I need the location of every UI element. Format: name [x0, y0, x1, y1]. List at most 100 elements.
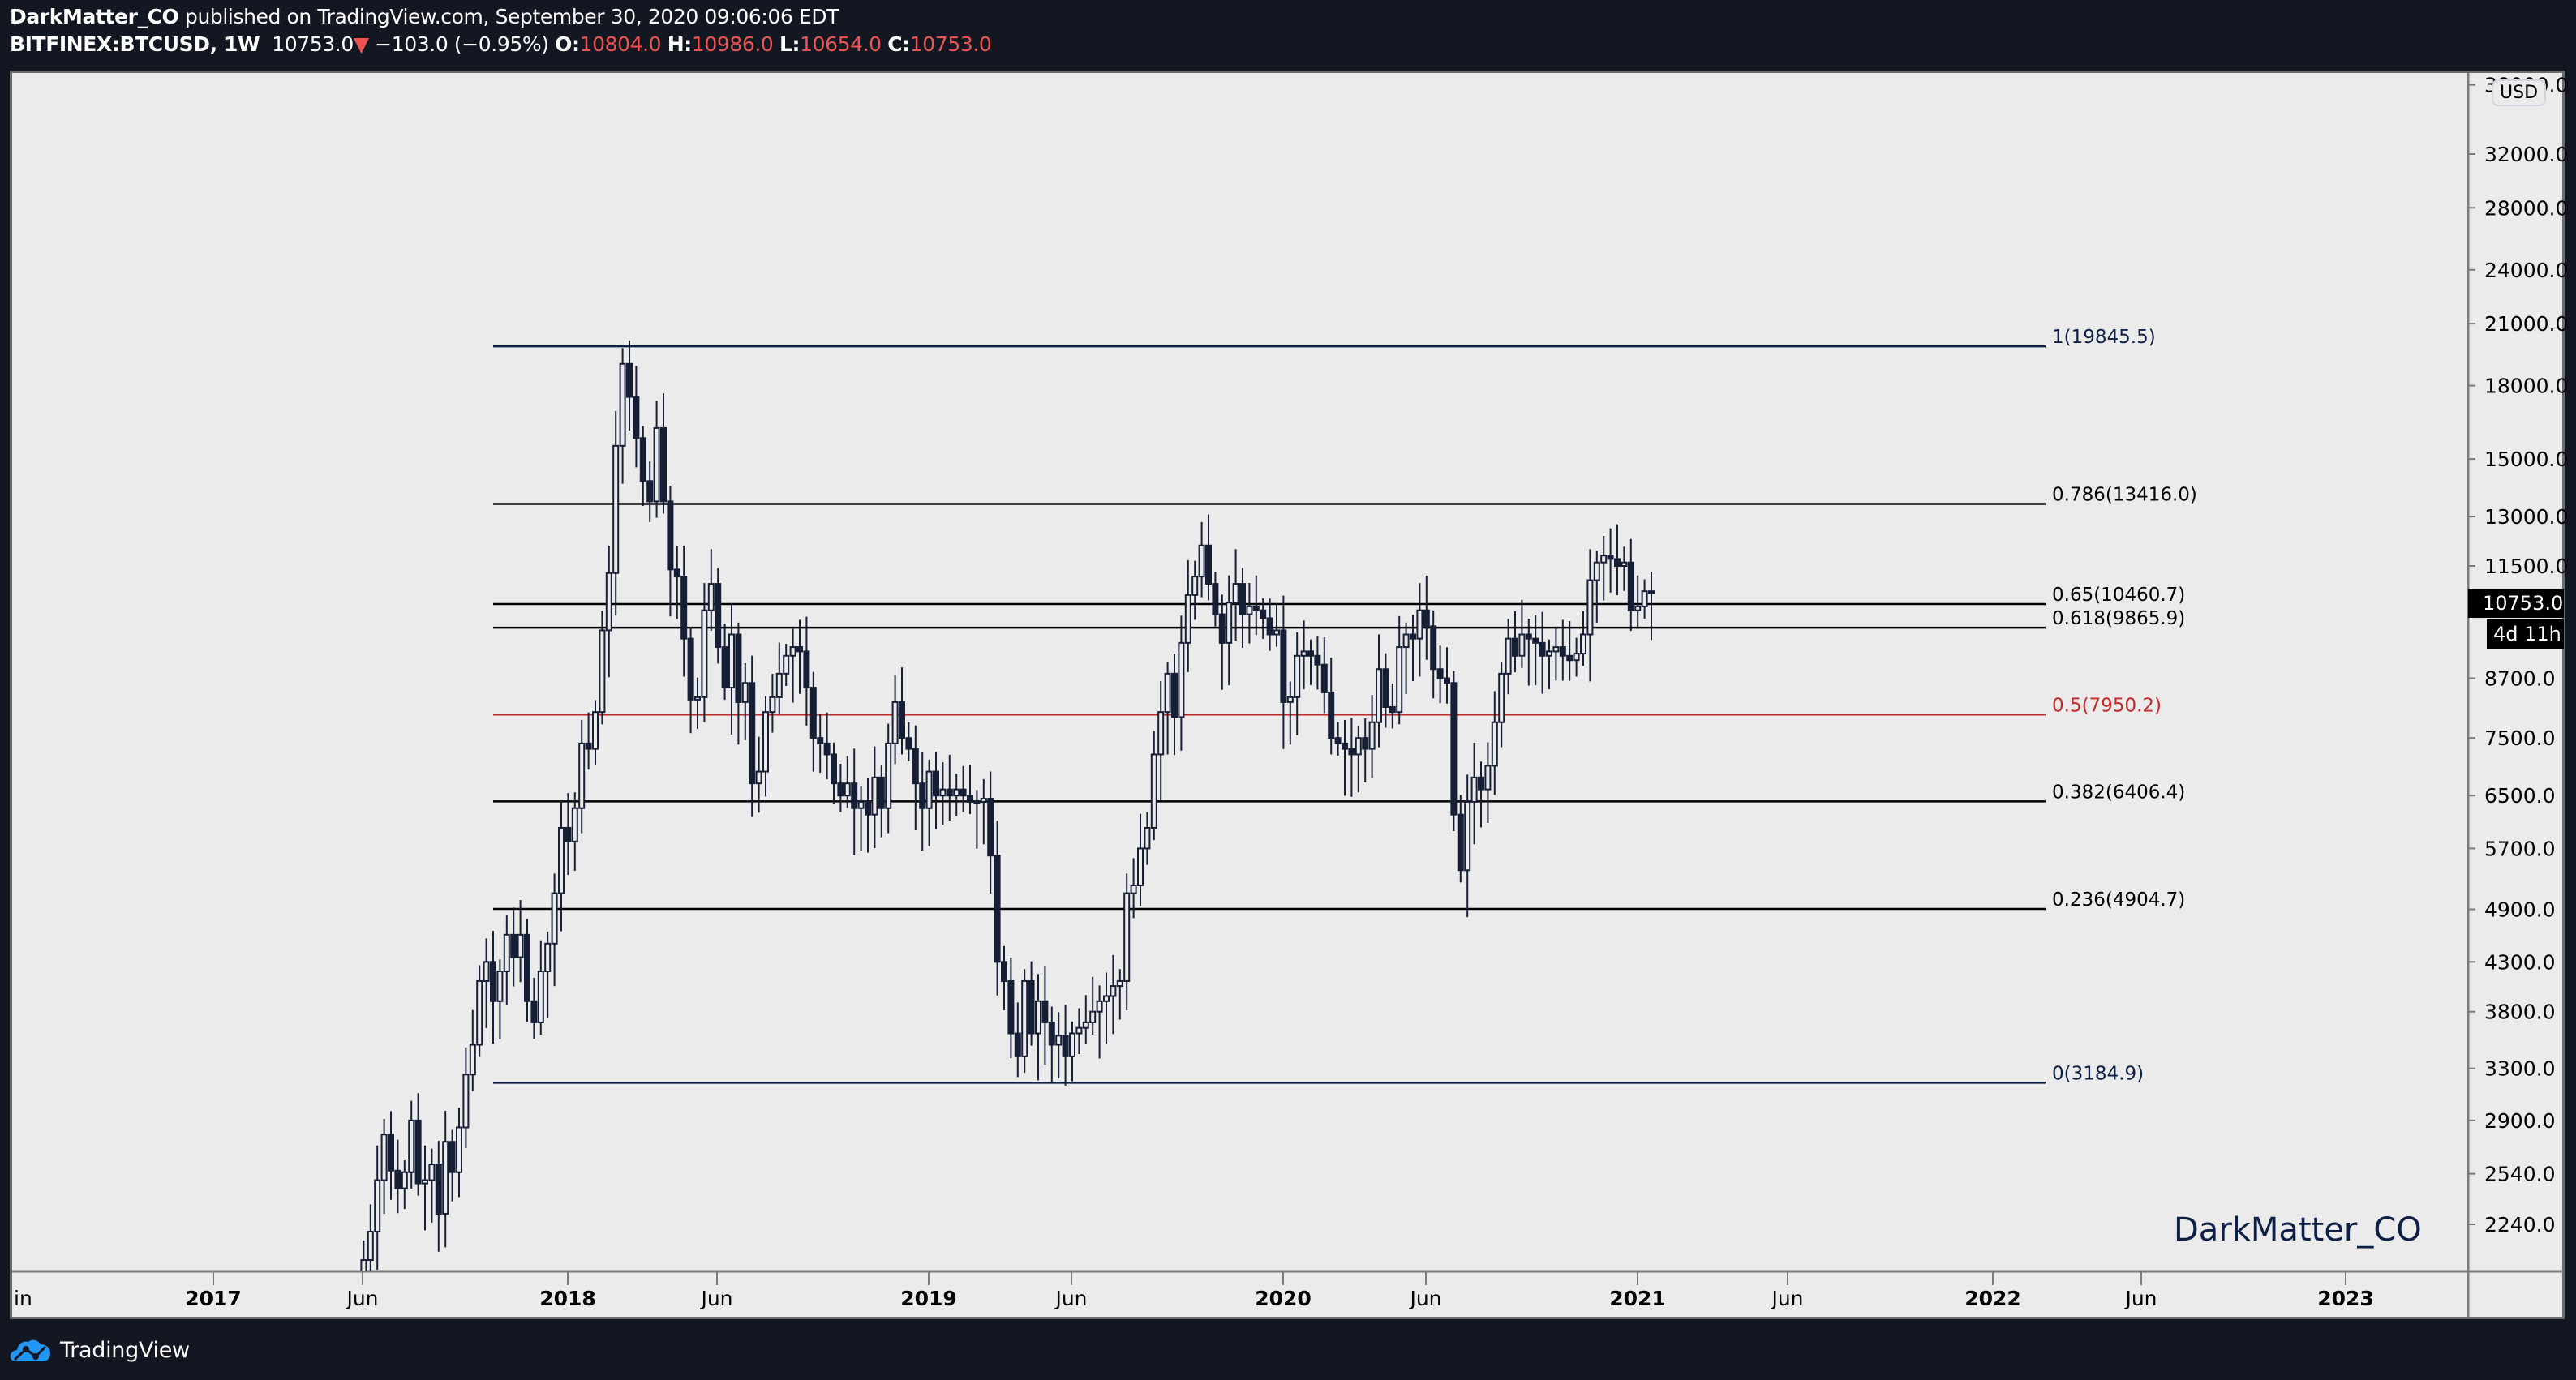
candle	[1362, 737, 1369, 750]
author-name[interactable]: DarkMatter_CO	[10, 5, 179, 28]
candle	[1641, 590, 1648, 607]
candle	[1444, 677, 1450, 684]
candle	[1648, 590, 1655, 594]
candle	[1423, 609, 1430, 628]
candle	[1552, 646, 1560, 653]
candle	[1110, 985, 1117, 997]
candle	[1164, 672, 1171, 714]
price-tick-label: 28000.0	[2484, 196, 2568, 220]
publication-info: DarkMatter_CO published on TradingView.c…	[10, 5, 839, 32]
candle	[1028, 979, 1035, 1035]
candle	[1450, 682, 1458, 816]
candle	[367, 1231, 374, 1262]
candle	[694, 696, 701, 701]
price-tick-label: 8700.0	[2484, 667, 2555, 691]
price-tick-label: 2240.0	[2484, 1213, 2555, 1236]
candle	[483, 961, 490, 982]
fib-level-label: 0.5(7950.2)	[2052, 695, 2162, 716]
candle	[1430, 625, 1437, 671]
candle	[980, 798, 987, 803]
price-tick-label: 4900.0	[2484, 898, 2555, 921]
candle	[1150, 753, 1157, 829]
candle	[1048, 1021, 1055, 1046]
price-tick-label: 3800.0	[2484, 1001, 2555, 1024]
candle	[530, 1000, 538, 1023]
price-tick-label: 5700.0	[2484, 837, 2555, 860]
candle	[749, 682, 756, 785]
candle	[565, 826, 572, 842]
candle	[1014, 1032, 1021, 1057]
open-value: 10804.0	[579, 32, 662, 56]
candle	[783, 654, 790, 675]
candle	[1566, 654, 1574, 662]
candle	[946, 788, 953, 797]
candle	[701, 609, 708, 698]
candle	[1300, 650, 1307, 657]
candle	[633, 396, 640, 439]
candle	[599, 629, 606, 714]
high-value: 10986.0	[691, 32, 774, 56]
candle	[1436, 668, 1444, 679]
candle	[1137, 847, 1144, 886]
candle	[435, 1164, 442, 1215]
price-tick-label: 18000.0	[2484, 375, 2568, 398]
chart-panel[interactable]	[10, 71, 2565, 1319]
candle	[1205, 544, 1212, 585]
currency-button[interactable]: USD	[2492, 79, 2547, 106]
candle	[1355, 737, 1362, 756]
candle	[374, 1179, 381, 1233]
candle	[401, 1171, 408, 1189]
candle	[1103, 995, 1110, 1002]
time-tick-label: 2020	[1255, 1287, 1312, 1310]
candle	[715, 583, 722, 649]
candle	[360, 1259, 367, 1271]
candle	[1402, 633, 1410, 649]
author-watermark: DarkMatter_CO	[2174, 1211, 2422, 1249]
candle	[987, 798, 994, 857]
candle	[1348, 748, 1355, 756]
candle	[1573, 653, 1580, 662]
candle	[796, 646, 803, 653]
candle	[1484, 765, 1492, 791]
candle	[1328, 691, 1335, 739]
candle	[1116, 979, 1123, 988]
candle	[844, 782, 851, 797]
candle	[1382, 668, 1389, 708]
candle	[496, 971, 504, 1002]
current-price-tag: 10753.0	[2468, 589, 2564, 618]
candle	[1157, 711, 1165, 756]
footer-brand-name: TradingView	[60, 1337, 190, 1363]
candle	[476, 979, 483, 1046]
fib-level-label: 0.236(4904.7)	[2052, 889, 2185, 911]
symbol-legend: BITFINEX:BTCUSD, 1W 10753.0▼ −103.0 (−0.…	[10, 32, 992, 60]
candle	[1478, 776, 1484, 791]
candle	[803, 650, 810, 689]
candle	[639, 437, 646, 482]
candle	[544, 942, 552, 973]
candle	[558, 826, 565, 894]
candle	[1041, 1000, 1049, 1023]
price-tick-label: 7500.0	[2484, 726, 2555, 750]
fib-level-label: 0.65(10460.7)	[2052, 585, 2185, 606]
price-tick-label: 32000.0	[2484, 143, 2568, 166]
candle	[939, 788, 947, 797]
candle	[1069, 1032, 1075, 1057]
footer-brand[interactable]: TradingView	[10, 1330, 190, 1370]
candle	[1266, 617, 1273, 636]
candle	[1627, 561, 1634, 611]
candle	[1260, 609, 1267, 619]
candle	[1470, 776, 1478, 803]
candle	[755, 770, 762, 785]
candle	[817, 737, 824, 744]
candle	[1396, 646, 1403, 714]
candle	[1286, 696, 1294, 703]
candle	[1457, 813, 1464, 872]
candle	[933, 770, 939, 797]
candle	[851, 782, 858, 809]
candle	[428, 1164, 436, 1181]
candle	[994, 855, 1001, 963]
candle	[1498, 672, 1505, 723]
candle	[673, 568, 680, 578]
bar-countdown-tag: 4d 11h	[2487, 619, 2564, 649]
